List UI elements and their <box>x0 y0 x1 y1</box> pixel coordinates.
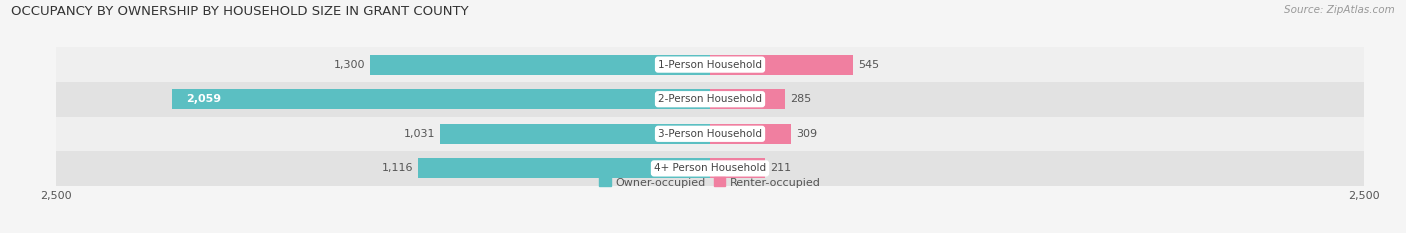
Bar <box>710 89 785 109</box>
Bar <box>56 82 1364 116</box>
Bar <box>418 158 710 178</box>
Bar <box>370 55 710 75</box>
Text: 545: 545 <box>858 60 879 70</box>
Text: Source: ZipAtlas.com: Source: ZipAtlas.com <box>1284 5 1395 15</box>
Text: 309: 309 <box>796 129 817 139</box>
Text: 1,031: 1,031 <box>404 129 436 139</box>
Bar <box>56 116 1364 151</box>
Bar <box>710 158 765 178</box>
Text: 1,300: 1,300 <box>333 60 364 70</box>
Text: 2-Person Household: 2-Person Household <box>658 94 762 104</box>
Bar <box>710 55 852 75</box>
Bar <box>710 124 790 144</box>
Bar <box>440 124 710 144</box>
Bar <box>56 47 1364 82</box>
Text: 285: 285 <box>790 94 811 104</box>
Text: 4+ Person Household: 4+ Person Household <box>654 163 766 173</box>
Text: 211: 211 <box>770 163 792 173</box>
Text: 1,116: 1,116 <box>381 163 413 173</box>
Text: 3-Person Household: 3-Person Household <box>658 129 762 139</box>
Bar <box>172 89 710 109</box>
Text: 1-Person Household: 1-Person Household <box>658 60 762 70</box>
Bar <box>56 151 1364 186</box>
Text: OCCUPANCY BY OWNERSHIP BY HOUSEHOLD SIZE IN GRANT COUNTY: OCCUPANCY BY OWNERSHIP BY HOUSEHOLD SIZE… <box>11 5 468 18</box>
Text: 2,059: 2,059 <box>186 94 221 104</box>
Legend: Owner-occupied, Renter-occupied: Owner-occupied, Renter-occupied <box>595 173 825 192</box>
